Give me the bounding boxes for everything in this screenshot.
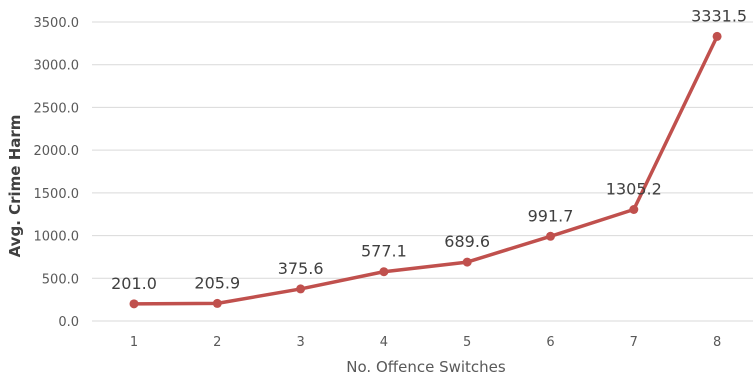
- data-point: [129, 299, 139, 309]
- data-point: [296, 284, 306, 294]
- x-tick-label: 6: [546, 335, 554, 350]
- data-labels: 201.0 205.9 375.6 577.1 689.6 991.7 1305.2 3331…: [111, 6, 747, 292]
- data-point: [379, 267, 389, 277]
- series-line: [132, 34, 719, 306]
- x-tick-label: 5: [463, 335, 471, 350]
- data-point: [629, 204, 639, 214]
- data-label: 3331.5: [691, 6, 747, 25]
- x-tick-label: 4: [380, 335, 388, 350]
- data-label: 205.9: [194, 273, 240, 292]
- series-line-group: [132, 34, 719, 306]
- data-point: [546, 231, 555, 241]
- y-tick-labels: 0.0 500.0 1000.0 1500.0 2000.0 2500.0 3000.0 35…: [34, 16, 80, 330]
- data-point: [462, 257, 472, 267]
- y-tick-label: 500.0: [42, 272, 79, 287]
- data-label: 201.0: [111, 274, 157, 293]
- y-tick-label: 0.0: [58, 315, 79, 330]
- gridlines: [92, 21, 753, 322]
- x-axis-title: No. Offence Switches: [346, 358, 506, 376]
- y-axis-title: Avg. Crime Harm: [6, 115, 24, 258]
- y-tick-label: 2500.0: [34, 101, 80, 116]
- x-tick-label: 3: [296, 335, 304, 350]
- x-tick-label: 7: [630, 335, 638, 350]
- x-tick-label: 8: [713, 335, 721, 350]
- x-tick-label: 1: [130, 335, 138, 350]
- data-label: 991.7: [528, 206, 574, 225]
- y-tick-label: 1500.0: [34, 187, 80, 202]
- data-label: 577.1: [361, 242, 407, 261]
- series-points: [129, 31, 722, 309]
- data-label: 375.6: [278, 259, 324, 278]
- y-tick-label: 2000.0: [34, 144, 80, 159]
- data-point: [712, 31, 722, 41]
- data-label: 1305.2: [606, 179, 662, 198]
- data-label: 689.6: [444, 232, 490, 251]
- y-tick-label: 3500.0: [34, 16, 80, 31]
- x-tick-label: 2: [213, 335, 221, 350]
- y-tick-label: 3000.0: [34, 59, 80, 74]
- x-tick-labels: 1 2 3 4 5 6 7 8: [130, 335, 721, 350]
- y-tick-label: 1000.0: [34, 230, 80, 245]
- data-point: [212, 298, 222, 308]
